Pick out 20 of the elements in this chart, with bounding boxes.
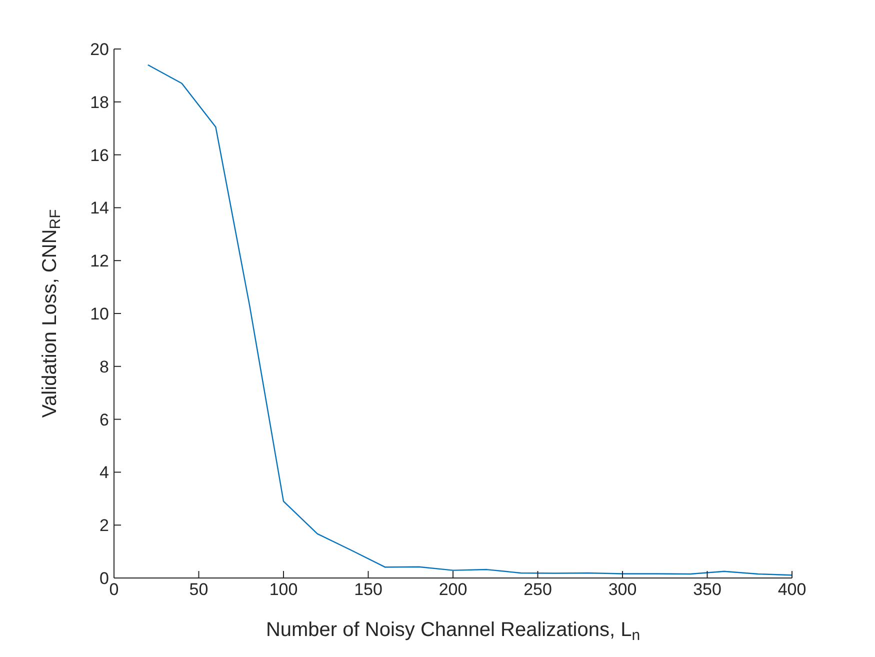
x-tick-label: 250 [524,580,552,600]
y-tick-label: 2 [100,516,109,536]
x-axis-title: Number of Noisy Channel Realizations, L$_{n}$ [266,619,640,644]
y-tick-label: 20 [90,40,109,60]
y-tick-label: 14 [90,198,109,218]
x-tick-label: 100 [269,580,298,600]
x-tick-label: 300 [608,580,637,600]
y-tick-label: 18 [90,92,109,112]
y-tick-label: 4 [100,463,109,482]
x-tick-label: 150 [354,580,382,600]
y-tick-label: 8 [100,357,109,376]
x-tick-label: 50 [189,580,208,600]
y-tick-label: 16 [90,146,109,165]
x-tick-label: 400 [778,580,806,600]
y-tick-label: 12 [90,252,109,271]
x-tick-label: 350 [693,580,722,600]
line-series [147,64,792,576]
x-tick-label: 200 [438,580,468,600]
y-tick-label: 6 [100,410,109,430]
y-tick-label: 10 [90,304,109,324]
